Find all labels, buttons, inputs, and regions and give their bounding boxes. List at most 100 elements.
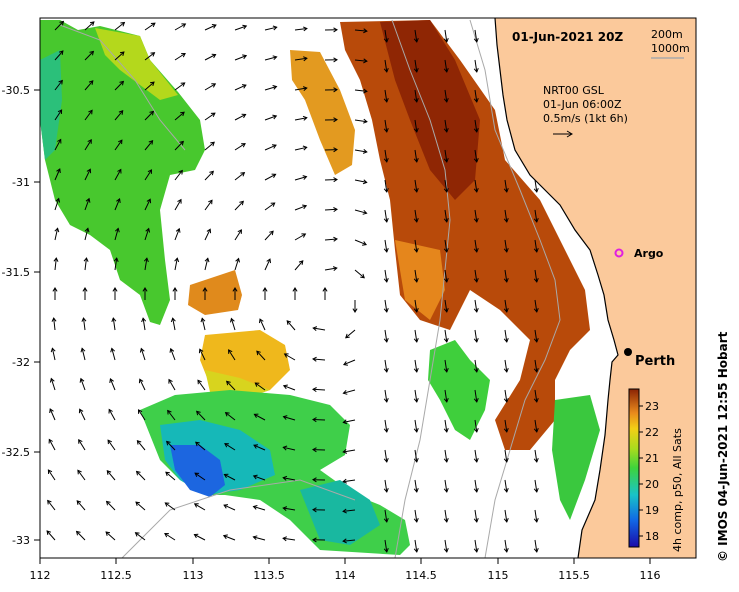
current-vector-head [241, 143, 246, 148]
current-vector [284, 353, 296, 361]
y-tick-label: -31 [12, 176, 30, 189]
current-vector-head [413, 308, 419, 313]
current-vector-head [54, 227, 60, 233]
current-vector [294, 57, 307, 61]
current-vector [504, 299, 508, 312]
current-vector-head [105, 500, 111, 506]
current-vector-head [473, 428, 479, 433]
current-vector [444, 359, 448, 372]
current-vector [474, 359, 478, 372]
current-vector [223, 504, 236, 511]
current-vector [534, 239, 538, 252]
current-vector [384, 419, 388, 432]
current-vector [343, 419, 356, 423]
current-vector-head [164, 502, 170, 507]
current-vector-head [59, 20, 65, 26]
sst-patch-leeuwin-edge [395, 240, 445, 320]
current-vector [534, 359, 538, 372]
current-vector-head [413, 218, 419, 223]
current-vector [112, 318, 116, 331]
current-vector-head [272, 114, 278, 120]
current-vector [114, 81, 124, 91]
current-vector [444, 239, 448, 252]
current-vector-head [166, 440, 171, 446]
current-vector-head [383, 518, 389, 523]
current-vector-head [164, 532, 169, 538]
current-vector [504, 389, 508, 402]
current-vector [534, 329, 538, 342]
current-vector [474, 419, 478, 432]
current-vector [253, 475, 266, 481]
current-vector [414, 239, 418, 252]
current-vector-head [230, 317, 235, 323]
current-vector-head [473, 338, 479, 343]
current-vector-head [352, 308, 358, 313]
current-vector [534, 269, 538, 282]
current-vector [234, 172, 245, 181]
current-vector-head [86, 168, 92, 174]
current-vector [170, 348, 176, 361]
current-vector [256, 350, 266, 361]
current-vector-head [165, 471, 170, 477]
current-vector [414, 119, 418, 132]
current-vector-head [80, 347, 86, 353]
current-vector [504, 509, 508, 522]
current-vector [444, 479, 448, 492]
current-vector [474, 29, 478, 42]
current-vector [354, 209, 367, 214]
current-vector [384, 359, 388, 372]
y-tick-label: -31.5 [2, 266, 30, 279]
current-vector-head [413, 188, 419, 193]
current-vector [174, 23, 186, 31]
current-vector [384, 179, 388, 192]
current-vector [254, 413, 266, 421]
current-vector [444, 419, 448, 432]
current-vector [144, 198, 151, 211]
current-vector [414, 389, 418, 402]
current-vector [534, 539, 538, 552]
current-vector-head [332, 266, 338, 271]
current-vector-head [89, 50, 95, 56]
current-vector [283, 477, 296, 481]
current-vector-head [342, 478, 347, 484]
current-vector [139, 378, 146, 391]
current-vector-head [533, 548, 539, 553]
current-vector-head [360, 273, 365, 279]
current-vector [264, 202, 275, 211]
current-vector-head [85, 197, 91, 203]
current-vector-head [342, 389, 348, 395]
current-vector-head [53, 257, 59, 262]
current-vector [54, 228, 59, 241]
colorbar-ticks [639, 405, 643, 537]
current-vector [196, 410, 206, 421]
current-vector-head [413, 158, 419, 163]
colorbar-tick-label: 22 [645, 426, 659, 439]
current-vector-head [256, 350, 261, 356]
current-vector [264, 230, 274, 241]
current-vector [444, 329, 448, 342]
current-vector-head [232, 287, 238, 292]
current-vector [165, 471, 176, 481]
current-vector [142, 318, 146, 331]
current-vector-head [252, 474, 258, 480]
current-vector-head [139, 347, 145, 353]
current-vector [76, 531, 86, 541]
current-vector [54, 198, 60, 211]
current-vector [414, 209, 418, 222]
current-vector-head [362, 241, 368, 246]
current-vector-head [383, 368, 389, 373]
current-vector-head [195, 441, 200, 447]
plot-frame [39, 17, 697, 559]
current-vector-head [443, 488, 449, 493]
current-vector [174, 199, 182, 211]
current-vector [504, 449, 508, 462]
current-vector-head [119, 51, 125, 56]
credit-text: © IMOS 04-Jun-2021 12:55 Hobart [716, 331, 730, 562]
y-tick-label: -33 [12, 534, 30, 547]
current-vector [224, 473, 236, 481]
current-vector [414, 449, 418, 462]
current-vector-head [206, 228, 212, 234]
current-vector [144, 258, 148, 271]
x-tick-label: 114.5 [405, 569, 437, 582]
current-vector-head [473, 518, 479, 523]
